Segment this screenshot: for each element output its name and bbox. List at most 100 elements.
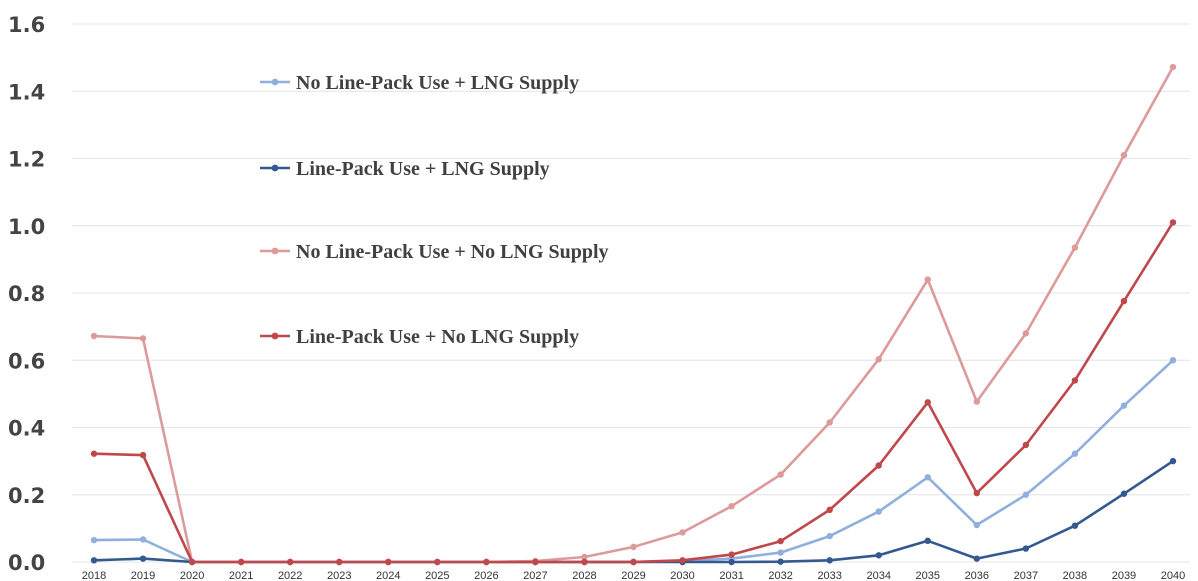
data-point — [728, 551, 735, 558]
x-tick-label: 2030 — [670, 570, 694, 581]
data-point — [826, 557, 833, 564]
data-point — [630, 543, 637, 551]
data-point — [924, 537, 931, 545]
data-point — [973, 489, 981, 497]
x-tick-label: 2033 — [817, 570, 841, 581]
y-tick-label: 0.8 — [8, 282, 45, 306]
legend-item: Line-Pack Use + LNG Supply — [260, 158, 550, 180]
data-point — [139, 335, 147, 342]
legend-swatch-marker — [271, 164, 279, 172]
y-tick-label: 0.6 — [8, 349, 45, 373]
legend-item: Line-Pack Use + No LNG Supply — [260, 326, 579, 348]
data-point — [1071, 450, 1079, 457]
data-point — [973, 521, 981, 529]
legend-swatch-marker — [271, 78, 279, 86]
data-point — [1169, 219, 1177, 226]
data-point — [90, 332, 98, 340]
x-axis-tick-labels: 2018 2019 2020 2021 2022 2023 2024 2025 2026 2027… — [82, 570, 1185, 581]
series-0 — [90, 357, 1177, 566]
x-tick-label: 2035 — [916, 570, 940, 581]
x-tick-label: 2023 — [327, 570, 351, 581]
x-tick-label: 2026 — [474, 570, 498, 581]
data-point — [826, 532, 833, 540]
data-point — [924, 474, 931, 481]
y-tick-label: 1.4 — [8, 80, 45, 104]
data-point — [90, 536, 98, 544]
data-point — [1169, 63, 1177, 71]
x-tick-label: 2021 — [229, 570, 253, 581]
series-line — [93, 221, 1175, 564]
x-tick-label: 2032 — [768, 570, 792, 581]
x-tick-label: 2038 — [1063, 570, 1087, 581]
y-tick-label: 0.4 — [8, 417, 45, 441]
data-point — [434, 558, 441, 566]
x-tick-label: 2040 — [1161, 570, 1185, 581]
x-tick-label: 2028 — [572, 570, 596, 581]
data-point — [777, 549, 784, 556]
series-lines — [90, 63, 1177, 566]
data-point — [875, 462, 882, 469]
y-tick-label: 1.0 — [8, 215, 45, 239]
data-point — [777, 471, 784, 478]
x-tick-label: 2019 — [131, 570, 155, 581]
x-tick-label: 2029 — [621, 570, 645, 581]
data-point — [875, 356, 882, 363]
data-point — [1071, 244, 1079, 251]
data-point — [1071, 522, 1079, 529]
data-point — [826, 419, 833, 426]
y-tick-label: 0.2 — [8, 484, 45, 508]
data-point — [777, 558, 784, 565]
data-point — [1120, 490, 1128, 497]
data-point — [973, 398, 981, 405]
data-point — [532, 558, 539, 566]
data-point — [1169, 357, 1177, 364]
y-tick-label: 1.6 — [8, 13, 45, 37]
x-tick-label: 2039 — [1112, 570, 1136, 581]
series-line — [93, 66, 1175, 564]
data-point — [188, 558, 196, 566]
y-tick-label: 0.0 — [8, 551, 45, 575]
legend-label: No Line-Pack Use + No LNG Supply — [296, 241, 609, 263]
data-point — [1022, 491, 1030, 498]
data-point — [139, 536, 147, 543]
data-point — [90, 450, 98, 457]
data-point — [630, 558, 637, 566]
data-point — [973, 555, 981, 562]
data-point — [679, 529, 686, 536]
y-axis-tick-labels: 0.0 0.2 0.4 0.6 0.8 1.0 1.2 1.4 1.6 — [8, 13, 45, 575]
data-point — [139, 555, 147, 562]
data-point — [581, 553, 588, 561]
data-point — [1071, 377, 1079, 384]
data-point — [924, 399, 931, 406]
data-point — [1022, 441, 1030, 449]
x-tick-label: 2020 — [180, 570, 204, 581]
data-point — [777, 537, 784, 545]
data-point — [483, 558, 490, 566]
legend: No Line-Pack Use + LNG Supply Line-Pack U… — [260, 72, 609, 348]
legend-label: No Line-Pack Use + LNG Supply — [296, 72, 579, 94]
legend-item: No Line-Pack Use + LNG Supply — [260, 72, 579, 94]
data-point — [385, 558, 392, 566]
data-point — [237, 558, 245, 566]
series-3 — [90, 219, 1177, 566]
data-point — [336, 558, 343, 566]
x-tick-label: 2037 — [1014, 570, 1038, 581]
data-point — [728, 558, 735, 566]
data-point — [1022, 545, 1030, 552]
data-point — [875, 508, 882, 515]
data-point — [1169, 457, 1177, 465]
x-tick-label: 2027 — [523, 570, 547, 581]
x-tick-label: 2036 — [965, 570, 989, 581]
data-point — [139, 451, 147, 459]
series-2 — [90, 63, 1177, 566]
x-tick-label: 2018 — [82, 570, 106, 581]
x-tick-label: 2024 — [376, 570, 400, 581]
legend-swatch-marker — [271, 247, 279, 255]
data-point — [1120, 151, 1128, 159]
data-point — [826, 506, 833, 514]
x-tick-label: 2034 — [866, 570, 890, 581]
data-point — [286, 558, 294, 566]
data-point — [679, 557, 686, 564]
gridlines — [72, 23, 1190, 563]
